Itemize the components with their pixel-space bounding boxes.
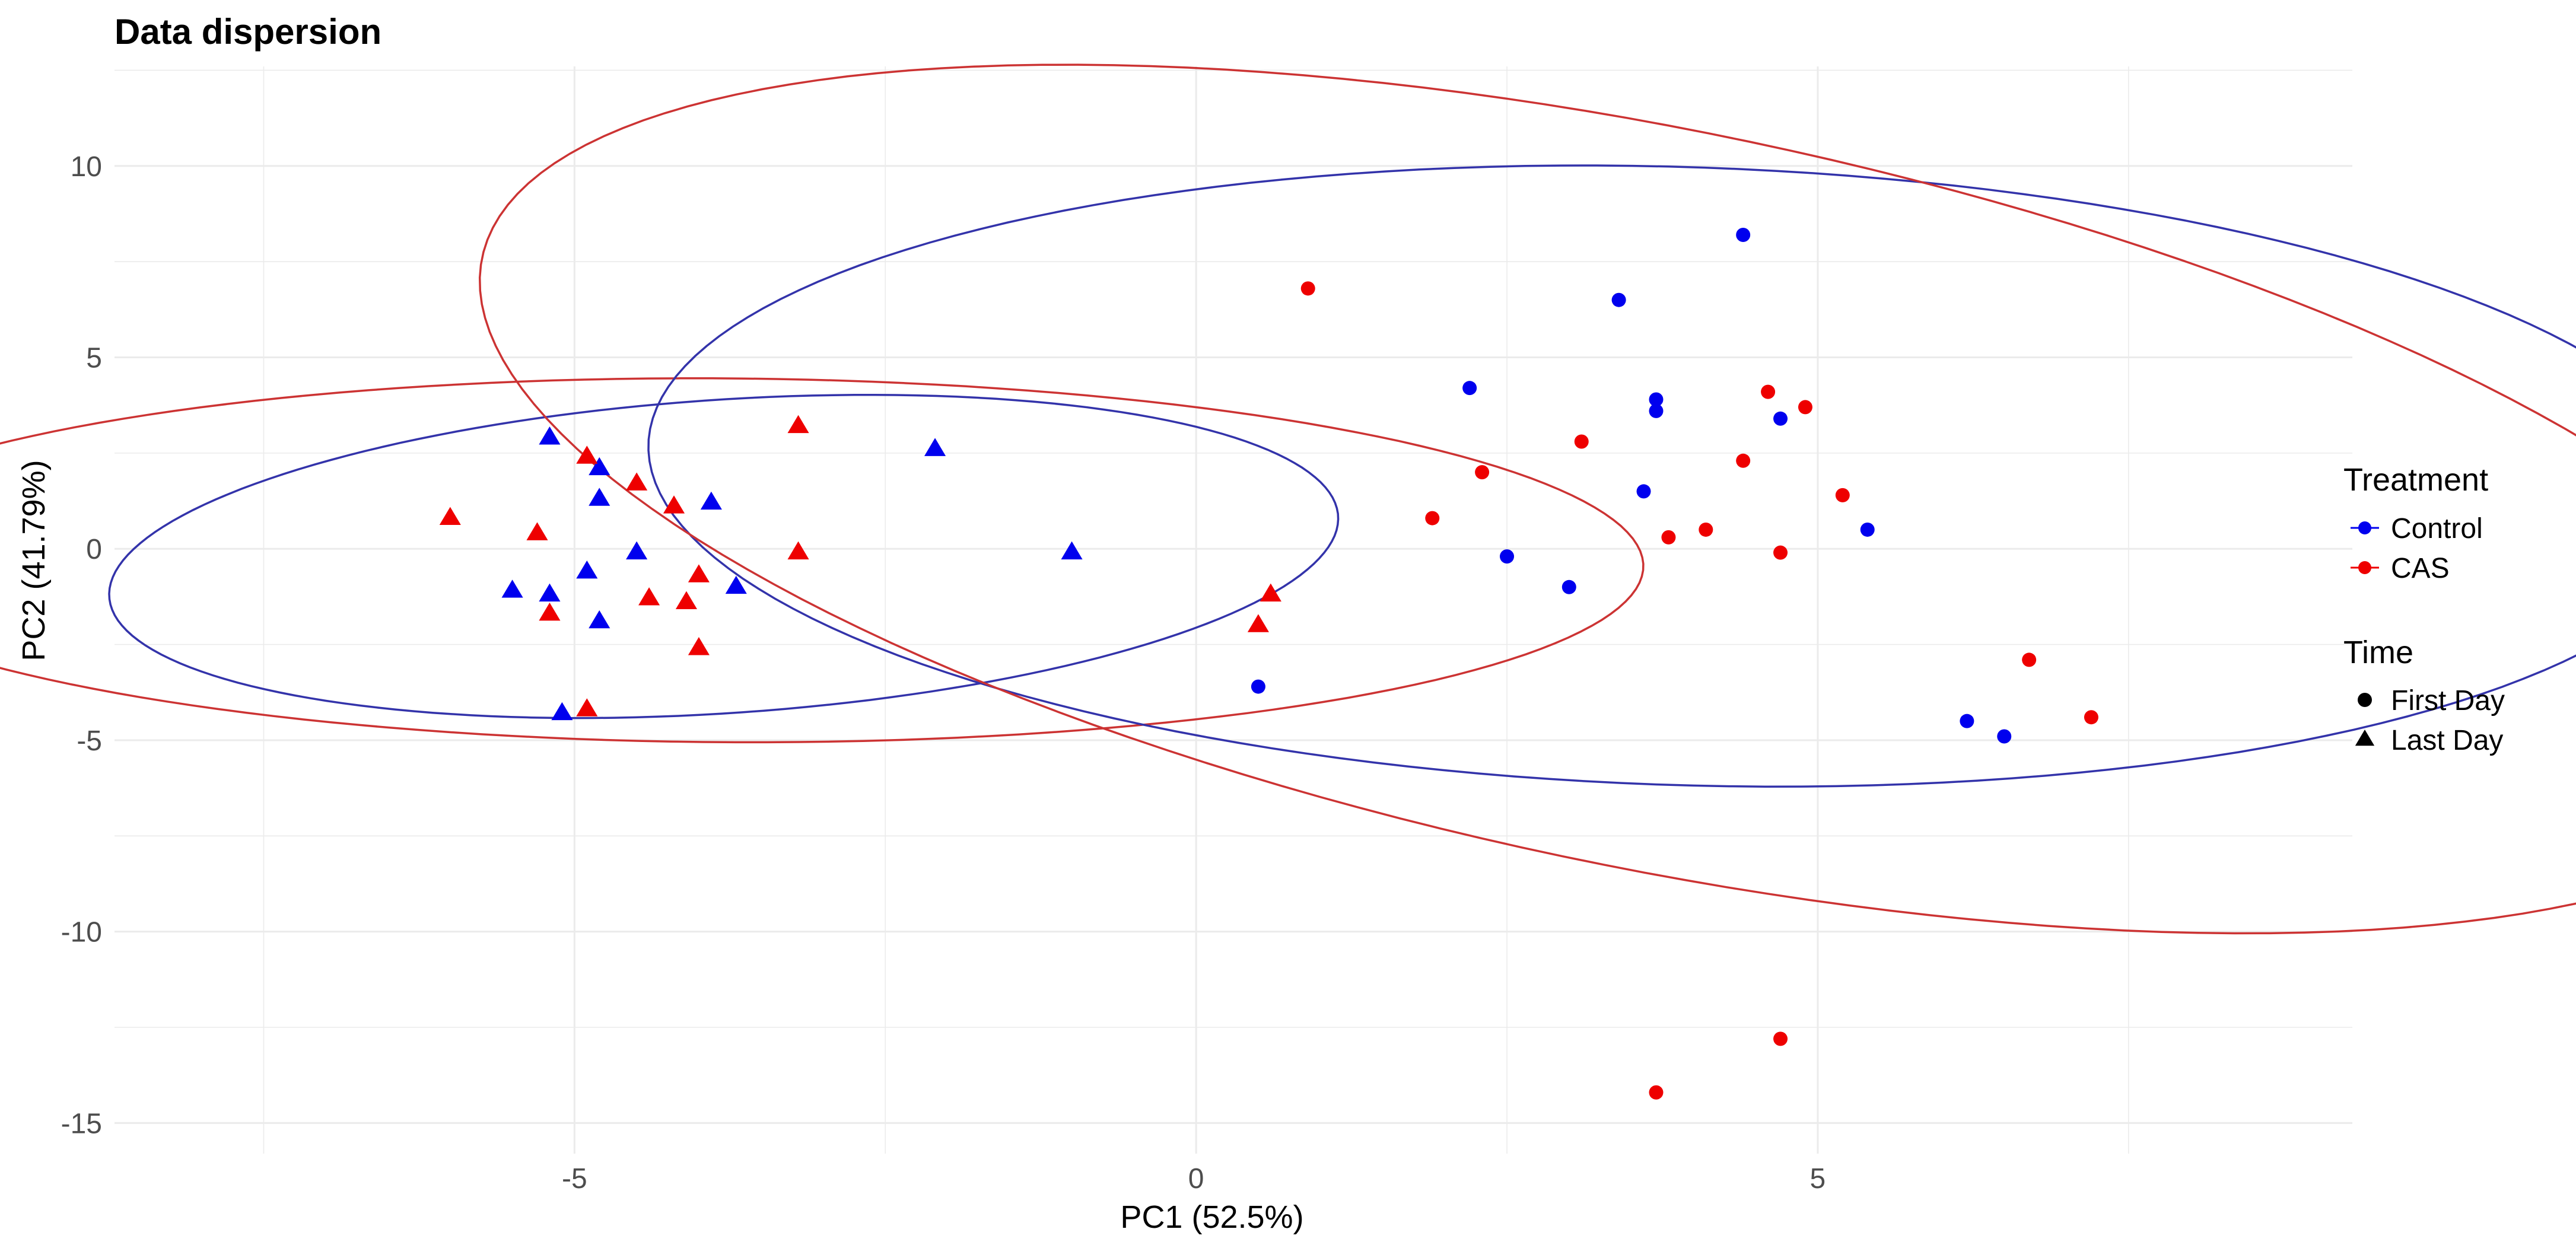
legend-color-label: Control — [2391, 513, 2483, 545]
legend-shape-triangle — [2355, 730, 2375, 746]
data-point-triangle — [787, 415, 809, 434]
data-point-circle — [1649, 1085, 1664, 1100]
y-tick-label: 5 — [86, 343, 102, 374]
legend-shape-label: First Day — [2391, 685, 2505, 717]
data-point-circle — [1798, 400, 1812, 415]
confidence-ellipse — [478, 63, 2576, 935]
data-point-triangle — [589, 610, 610, 629]
data-point-circle — [2022, 652, 2037, 667]
data-point-circle — [1574, 434, 1589, 449]
data-point-circle — [1997, 729, 2012, 744]
data-point-triangle — [626, 541, 648, 560]
data-point-triangle — [626, 472, 648, 491]
data-point-triangle — [576, 445, 598, 464]
data-point-circle — [1773, 545, 1788, 560]
x-tick-label: 5 — [1810, 1163, 1826, 1195]
data-point-circle — [1561, 579, 1576, 594]
data-point-triangle — [725, 575, 747, 594]
legend-color-title: Treatment — [2343, 462, 2488, 498]
data-point-circle — [1761, 384, 1776, 399]
data-point-triangle — [439, 507, 461, 525]
legend-shape-label: Last Day — [2391, 725, 2503, 756]
confidence-ellipse — [647, 164, 2576, 788]
data-point-triangle — [700, 491, 722, 510]
y-tick-label: 10 — [71, 151, 102, 183]
data-point-triangle — [1247, 614, 1269, 632]
data-point-triangle — [688, 637, 710, 655]
data-point-circle — [1251, 679, 1265, 694]
x-axis-label: PC1 (52.5%) — [1120, 1199, 1303, 1235]
data-point-circle — [1636, 484, 1651, 499]
data-point-circle — [1425, 511, 1440, 526]
data-point-triangle — [539, 583, 561, 602]
data-point-triangle — [675, 591, 698, 609]
data-point-triangle — [576, 698, 598, 717]
data-point-circle — [1860, 522, 1875, 537]
data-point-circle — [1611, 292, 1626, 307]
data-point-circle — [1649, 392, 1664, 407]
data-point-triangle — [551, 702, 573, 721]
data-point-circle — [1475, 465, 1490, 480]
data-point-triangle — [924, 438, 946, 456]
data-point-triangle — [501, 579, 523, 598]
x-tick-label: -5 — [562, 1163, 587, 1195]
data-point-triangle — [576, 560, 598, 579]
ellipse-layer — [0, 63, 2576, 935]
legend-swatch-dot — [2358, 561, 2371, 574]
legend-shape-circle — [2358, 693, 2372, 707]
legend-shape-entries: First Day Last Day — [2355, 685, 2505, 756]
data-point-circle — [1462, 381, 1477, 396]
y-tick-label: -5 — [77, 725, 102, 757]
confidence-ellipse — [108, 393, 1340, 719]
legend-color-entries: Control CAS — [2351, 513, 2483, 584]
data-point-circle — [1661, 530, 1676, 545]
legend: Treatment Control CAS Time First Day Last … — [2343, 462, 2505, 756]
data-point-circle — [1960, 714, 1974, 728]
y-tick-label: 0 — [86, 534, 102, 565]
grid-layer — [115, 66, 2352, 1154]
data-point-circle — [1649, 403, 1664, 418]
data-point-triangle — [589, 457, 610, 476]
data-point-circle — [1500, 549, 1515, 564]
legend-swatch-dot — [2358, 521, 2371, 534]
data-point-circle — [1699, 522, 1713, 537]
data-point-circle — [1773, 1031, 1788, 1046]
legend-shape-title: Time — [2343, 635, 2413, 670]
data-point-triangle — [1260, 583, 1281, 602]
data-point-triangle — [1061, 541, 1083, 560]
data-point-triangle — [787, 541, 809, 560]
y-tick-label: -15 — [61, 1108, 102, 1139]
data-point-circle — [1835, 488, 1850, 502]
data-point-triangle — [539, 426, 561, 445]
data-point-circle — [2084, 710, 2098, 725]
data-point-circle — [1773, 411, 1788, 426]
legend-color-label: CAS — [2391, 553, 2450, 584]
data-point-triangle — [526, 522, 548, 540]
data-point-triangle — [638, 587, 660, 606]
data-point-triangle — [539, 602, 561, 621]
data-point-triangle — [589, 488, 610, 506]
chart-title: Data dispersion — [115, 12, 381, 52]
data-point-circle — [1736, 453, 1751, 468]
x-tick-label: 0 — [1188, 1163, 1204, 1195]
tick-layer: -5 0 5 10 5 0 -5 -10 -15 — [61, 151, 1826, 1195]
y-axis-label: PC2 (41.79%) — [16, 460, 52, 661]
data-point-triangle — [663, 495, 685, 514]
data-point-circle — [1736, 227, 1751, 242]
confidence-ellipse — [0, 377, 1645, 744]
data-point-triangle — [688, 564, 710, 582]
y-tick-label: -10 — [61, 917, 102, 948]
point-layer — [439, 227, 2098, 1100]
data-point-circle — [1300, 281, 1315, 296]
